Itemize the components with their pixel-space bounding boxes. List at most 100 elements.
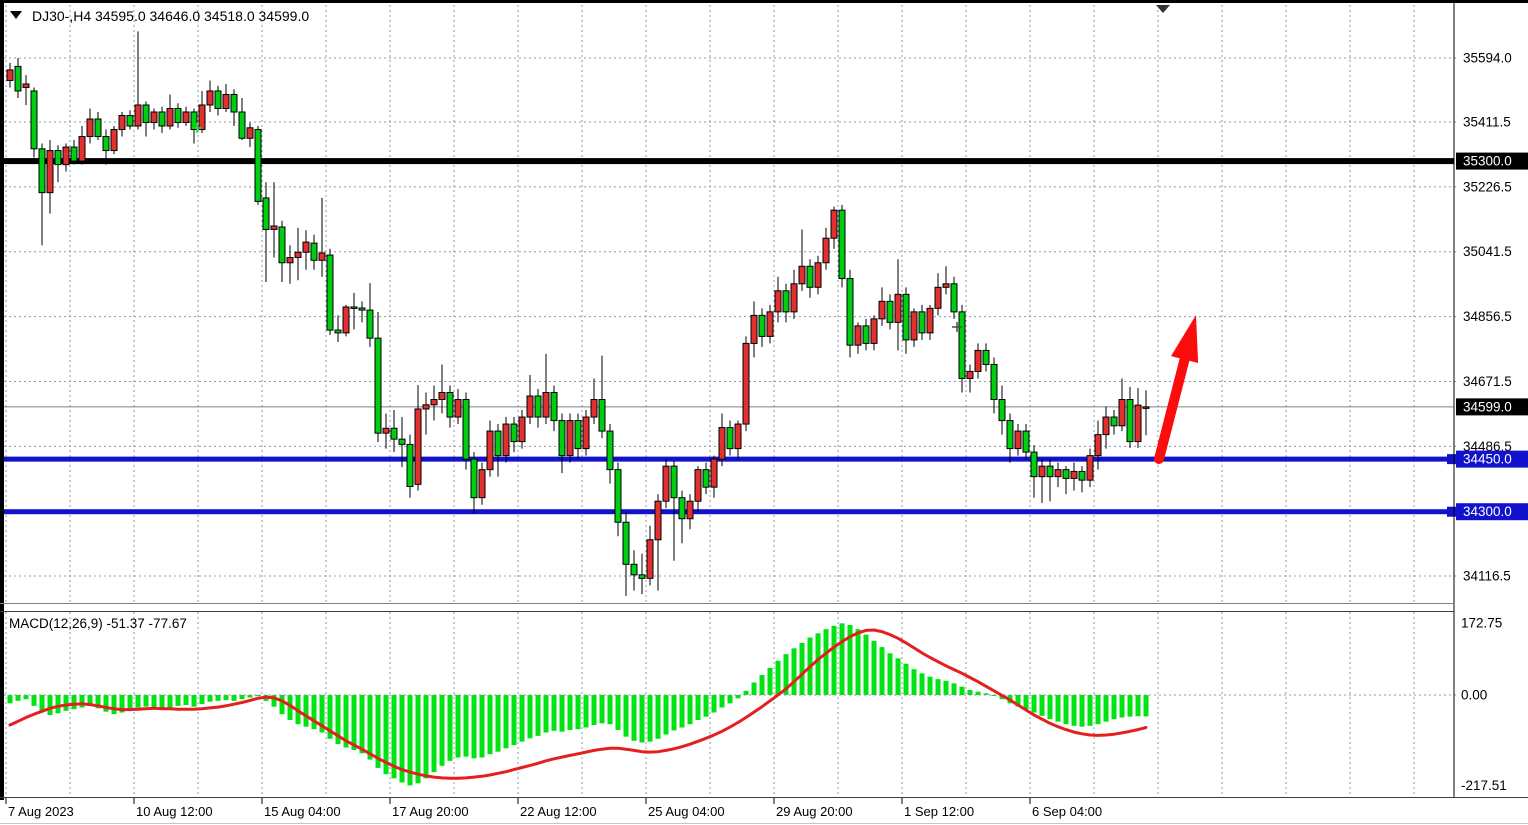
candle-up [1094,434,1102,457]
macd-histogram-bar [527,695,533,739]
trend-arrow-shaft[interactable] [1154,348,1192,464]
grid-layer [4,0,1458,797]
macd-histogram-bar [215,695,221,701]
macd-signal-line [8,628,1148,780]
macd-histogram-bar [903,663,909,695]
macd-histogram-bar [95,695,101,709]
candle-down [190,111,198,131]
candle-down [622,521,630,565]
candle-up [710,458,718,488]
macd-histogram-bar [111,695,117,715]
macd-histogram-bar [671,695,677,731]
resistance-line-35300[interactable] [4,158,1454,165]
price-axis-label: 35411.5 [1463,114,1511,129]
macd-histogram-bar [1095,695,1101,725]
macd-histogram-bar [591,695,597,725]
macd-histogram-bar [423,695,429,779]
candle-down [614,469,622,523]
macd-histogram-bar [431,695,437,773]
macd-histogram-bar [439,695,445,766]
macd-histogram-bar [327,695,333,739]
window-border-left [0,0,4,800]
macd-histogram-bar [647,695,653,742]
macd-histogram-bar [839,623,845,695]
macd-histogram-bar [823,629,829,695]
macd-histogram-bar [271,695,277,707]
candle-down [470,458,478,499]
candle-up [582,416,590,450]
candle-down [510,423,518,443]
candle-down [214,90,222,109]
macd-axis-label: 172.75 [1461,616,1502,631]
macd-histogram-bar [343,695,349,748]
candle-down [158,111,166,127]
macd-histogram-bar [855,629,861,695]
macd-histogram-bar [703,695,709,717]
macd-histogram-bar [207,695,213,702]
candle-down [1110,416,1118,427]
macd-indicator-label: MACD(12,26,9) -51.37 -77.67 [9,616,187,631]
candle-up [118,115,126,131]
macd-histogram-bar [783,654,789,695]
macd-histogram-bar [719,695,725,708]
macd-layer [4,623,1458,786]
support-line-34450[interactable] [4,456,1454,462]
candle-down [126,115,134,127]
candle-down [390,427,398,440]
macd-histogram-bar [967,690,973,695]
macd-histogram-bar [383,695,389,775]
candle-up [302,241,310,253]
macd-histogram-bar [175,695,181,706]
candle-up [1038,465,1046,478]
candle-up [894,293,902,323]
macd-histogram-bar [735,695,741,699]
candle-up [926,307,934,334]
candle-down [726,427,734,450]
candle-up [662,465,670,502]
macd-histogram-bar [223,695,229,700]
candle-up [742,342,750,425]
macd-histogram-bar [119,695,125,713]
macd-histogram-bar [975,691,981,695]
macd-axis-label: 0.00 [1461,688,1487,703]
macd-histogram-bar [847,625,853,695]
macd-histogram-bar [407,695,413,786]
candle-down [1062,469,1070,479]
candle-down [846,278,854,346]
price-tag-text: 34450.0 [1463,452,1512,467]
candle-up [1086,455,1094,481]
candle-up [830,209,838,239]
candle-down [758,314,766,337]
candle-down [14,65,22,92]
macd-histogram-bar [87,695,93,706]
candle-up [870,318,878,344]
support-line-34300[interactable] [4,509,1454,515]
chart-shift-icon[interactable] [1156,5,1170,13]
symbol-dropdown-icon[interactable] [10,11,22,19]
macd-histogram-bar [607,695,613,725]
macd-histogram-bar [495,695,501,752]
candle-down [886,300,894,323]
candle-up [454,399,462,418]
candle-down [174,107,182,124]
macd-histogram-bar [151,695,157,708]
candle-down [918,311,926,334]
candle-down [230,93,238,113]
macd-histogram-bar [799,642,805,695]
macd-histogram-bar [551,695,557,731]
candle-up [478,469,486,499]
macd-histogram-bar [599,695,605,724]
macd-histogram-bar [711,695,717,713]
macd-histogram-bar [879,647,885,695]
candle-up [910,311,918,341]
time-axis-label: 15 Aug 04:00 [264,804,341,819]
candle-up [734,423,742,450]
candle-up [1142,406,1150,409]
trend-arrow-head[interactable] [1170,315,1199,364]
candle-up [486,430,494,471]
macd-histogram-bar [471,695,477,759]
price-axis-label: 34116.5 [1463,569,1511,584]
macd-histogram-bar [791,648,797,695]
candle-up [814,262,822,288]
